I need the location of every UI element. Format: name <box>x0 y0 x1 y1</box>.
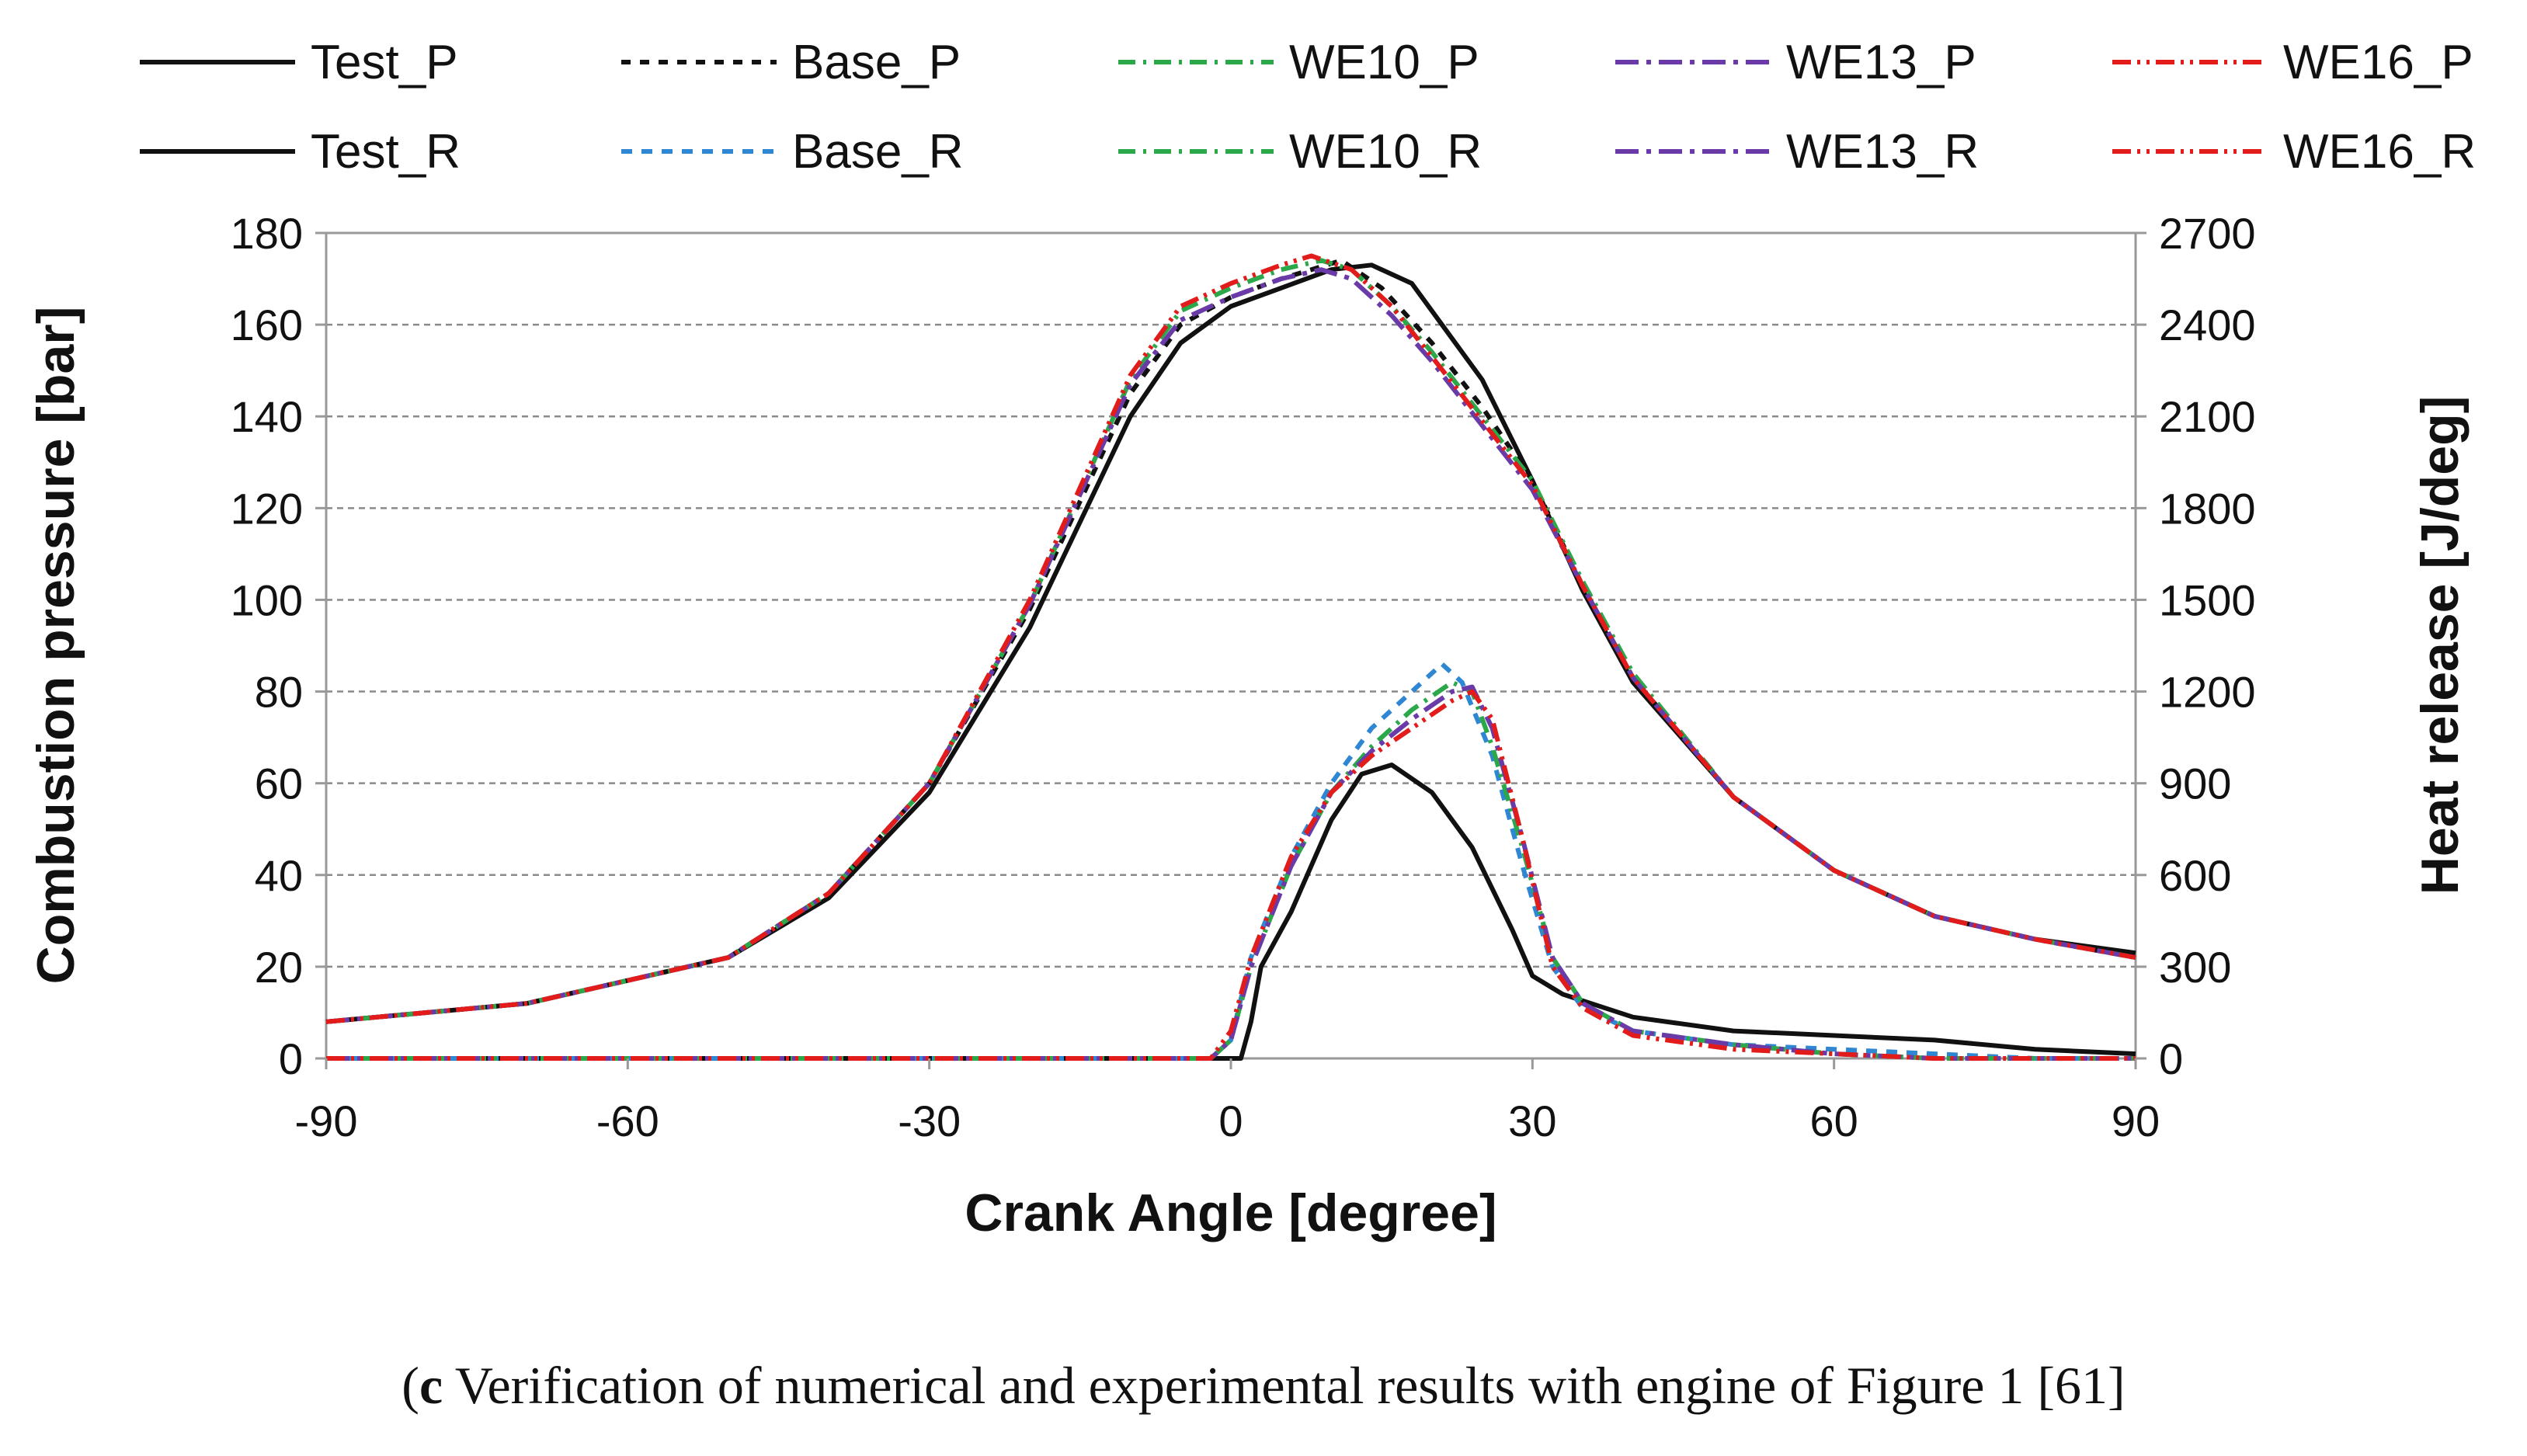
legend-label-Test_R: Test_R <box>311 125 461 179</box>
series-line-Base_P <box>325 258 2136 1024</box>
x-tick-label: -60 <box>596 1096 659 1145</box>
left-y-axis-title: Combustion pressure [bar] <box>26 307 85 985</box>
x-tick-label: -30 <box>898 1096 961 1145</box>
right-tick-label: 600 <box>2159 851 2231 900</box>
series-line-Test_P <box>325 262 2136 1024</box>
series-line-WE13_P <box>325 267 2136 1024</box>
legend: Test_P Base_P WE10_P WE13_P WE16_P Test_R Base… <box>140 36 2476 179</box>
figure-caption: (c Verification of numerical and experim… <box>401 1356 2126 1415</box>
left-tick-label: 100 <box>231 575 303 624</box>
left-tick-label: 180 <box>231 209 303 258</box>
legend-label-WE10_R: WE10_R <box>1289 125 1482 179</box>
legend-label-WE10_P: WE10_P <box>1289 36 1479 89</box>
x-tick-label: 90 <box>2112 1096 2160 1145</box>
right-y-axis-title: Heat release [J/deg] <box>2411 396 2470 895</box>
legend-label-WE13_R: WE13_R <box>1786 125 1979 179</box>
legend-label-WE16_R: WE16_R <box>2283 125 2476 179</box>
left-tick-label: 60 <box>255 759 303 808</box>
right-tick-label: 1200 <box>2159 668 2256 717</box>
left-tick-label: 0 <box>279 1034 303 1083</box>
axis-ticks: 0204060801001201401601800300600900120015… <box>231 209 2256 1145</box>
series-line-Base_R <box>326 662 2136 1061</box>
right-tick-label: 1800 <box>2159 484 2256 533</box>
x-axis-title: Crank Angle [degree] <box>965 1183 1496 1242</box>
series-line-Test_R <box>326 763 2136 1061</box>
x-tick-label: 0 <box>1218 1096 1243 1145</box>
legend-label-Base_P: Base_P <box>792 36 961 89</box>
x-tick-label: -90 <box>295 1096 358 1145</box>
x-tick-label: 60 <box>1810 1096 1858 1145</box>
left-tick-label: 80 <box>255 668 303 717</box>
legend-label-WE13_P: WE13_P <box>1786 36 1976 89</box>
grid-lines <box>326 323 2136 968</box>
right-tick-label: 2700 <box>2159 209 2256 258</box>
legend-label-Base_R: Base_R <box>792 125 964 179</box>
legend-label-WE16_P: WE16_P <box>2283 36 2473 89</box>
x-tick-label: 30 <box>1508 1096 1556 1145</box>
left-tick-label: 160 <box>231 301 303 349</box>
chart: 0204060801001201401601800300600900120015… <box>26 36 2476 1242</box>
right-tick-label: 1500 <box>2159 575 2256 624</box>
right-tick-label: 2100 <box>2159 392 2256 441</box>
series-lines <box>325 253 2136 1061</box>
series-line-WE16_R <box>326 689 2136 1061</box>
right-tick-label: 900 <box>2159 759 2231 808</box>
plot-area-frame <box>325 231 2137 1060</box>
right-tick-label: 300 <box>2159 943 2231 992</box>
series-line-WE10_P <box>325 258 2136 1024</box>
right-tick-label: 0 <box>2159 1034 2183 1083</box>
series-line-WE13_R <box>326 684 2136 1061</box>
legend-label-Test_P: Test_P <box>311 36 458 89</box>
left-tick-label: 40 <box>255 851 303 900</box>
series-line-WE10_R <box>326 679 2136 1061</box>
caption-text: Verification of numerical and experiment… <box>443 1356 2126 1415</box>
left-tick-label: 20 <box>255 943 303 992</box>
right-tick-label: 2400 <box>2159 301 2256 349</box>
caption-label: c <box>419 1356 443 1415</box>
series-line-WE16_P <box>325 253 2136 1024</box>
left-tick-label: 140 <box>231 392 303 441</box>
left-tick-label: 120 <box>231 484 303 533</box>
